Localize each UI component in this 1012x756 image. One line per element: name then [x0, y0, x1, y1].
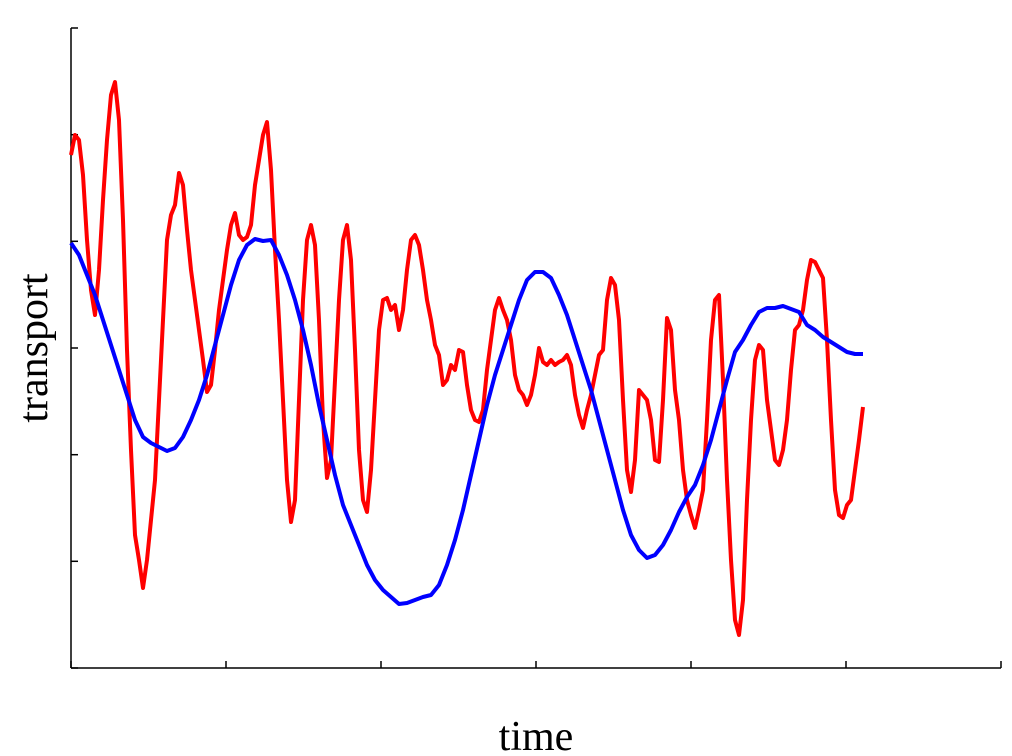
- y-axis-label: transport: [11, 273, 57, 423]
- x-axis-label: time: [499, 714, 574, 756]
- series-line: [69, 237, 863, 606]
- series-line: [69, 80, 865, 637]
